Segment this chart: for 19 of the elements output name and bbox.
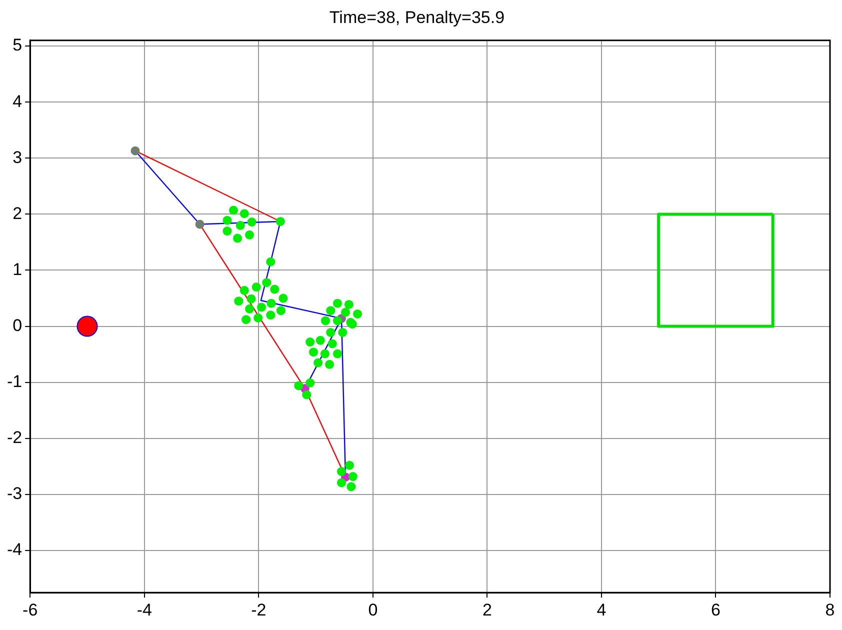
y-tick-label: -3	[6, 484, 22, 504]
y-tick-label: -2	[6, 428, 22, 448]
chart-title: Time=38, Penalty=35.9	[329, 8, 505, 27]
y-tick-label: 2	[12, 204, 22, 223]
x-tick-label: 0	[368, 600, 378, 620]
x-tick-label: -4	[136, 600, 152, 620]
y-tick-label: 0	[12, 316, 22, 335]
x-tick-label: 2	[482, 600, 492, 620]
y-tick-label: 4	[12, 92, 22, 111]
y-tick-label: -4	[6, 540, 22, 560]
x-tick-label: 6	[710, 600, 720, 620]
x-tick-label: -6	[22, 600, 38, 620]
y-tick-label: 3	[12, 148, 22, 167]
x-tick-label: 8	[825, 600, 835, 620]
y-tick-label: 5	[12, 36, 22, 55]
y-tick-label: 1	[12, 260, 22, 279]
y-tick-label: -1	[6, 372, 22, 392]
x-tick-label: 4	[596, 600, 606, 620]
x-tick-label: -2	[251, 600, 266, 620]
